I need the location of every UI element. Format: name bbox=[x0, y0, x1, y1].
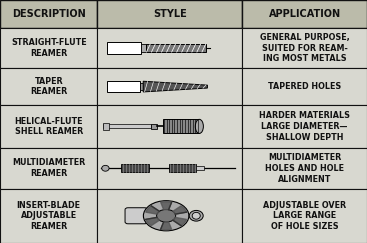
Bar bbox=[242, 69, 367, 105]
Text: STYLE: STYLE bbox=[153, 9, 187, 19]
Polygon shape bbox=[173, 217, 186, 226]
Bar bbox=[97, 189, 242, 243]
Polygon shape bbox=[161, 202, 172, 210]
Bar bbox=[97, 148, 242, 189]
Bar bbox=[0, 189, 97, 243]
Bar bbox=[0, 148, 97, 189]
Bar bbox=[196, 166, 204, 170]
Bar bbox=[0, 28, 97, 69]
Bar bbox=[103, 123, 109, 130]
Bar bbox=[169, 164, 196, 173]
Polygon shape bbox=[146, 206, 159, 214]
Text: TAPER
REAMER: TAPER REAMER bbox=[30, 77, 68, 96]
Bar bbox=[121, 164, 149, 173]
Bar bbox=[97, 28, 242, 69]
Text: HELICAL-FLUTE
SHELL REAMER: HELICAL-FLUTE SHELL REAMER bbox=[14, 116, 83, 136]
Bar bbox=[0, 69, 97, 105]
Bar bbox=[242, 0, 367, 28]
Bar bbox=[106, 42, 141, 54]
Text: MULTIDIAMETER
HOLES AND HOLE
ALIGNMENT: MULTIDIAMETER HOLES AND HOLE ALIGNMENT bbox=[265, 153, 344, 183]
Circle shape bbox=[143, 201, 189, 231]
Polygon shape bbox=[143, 81, 207, 92]
Text: DESCRIPTION: DESCRIPTION bbox=[12, 9, 86, 19]
Text: HARDER MATERIALS
LARGE DIAMETER—
SHALLOW DEPTH: HARDER MATERIALS LARGE DIAMETER— SHALLOW… bbox=[259, 111, 350, 142]
Bar bbox=[106, 81, 139, 92]
Ellipse shape bbox=[192, 212, 200, 219]
Polygon shape bbox=[173, 206, 186, 214]
Bar bbox=[242, 148, 367, 189]
Text: APPLICATION: APPLICATION bbox=[269, 9, 341, 19]
Polygon shape bbox=[146, 217, 159, 226]
Ellipse shape bbox=[102, 165, 109, 171]
Bar bbox=[150, 124, 157, 129]
Bar bbox=[0, 105, 97, 148]
Bar bbox=[97, 69, 242, 105]
Bar bbox=[141, 44, 146, 52]
Bar bbox=[103, 124, 150, 128]
Bar bbox=[97, 105, 242, 148]
Text: GENERAL PURPOSE,
SUITED FOR REAM-
ING MOST METALS: GENERAL PURPOSE, SUITED FOR REAM- ING MO… bbox=[260, 33, 349, 63]
Text: ADJUSTABLE OVER
LARGE RANGE
OF HOLE SIZES: ADJUSTABLE OVER LARGE RANGE OF HOLE SIZE… bbox=[263, 200, 346, 231]
Text: MULTIDIAMETER
REAMER: MULTIDIAMETER REAMER bbox=[12, 158, 86, 178]
Bar bbox=[242, 189, 367, 243]
Text: TAPERED HOLES: TAPERED HOLES bbox=[268, 82, 341, 91]
Bar bbox=[146, 44, 206, 52]
Text: STRAIGHT-FLUTE
REAMER: STRAIGHT-FLUTE REAMER bbox=[11, 38, 87, 58]
Bar bbox=[0, 0, 97, 28]
Ellipse shape bbox=[195, 119, 203, 133]
Bar bbox=[139, 83, 143, 90]
Bar bbox=[242, 105, 367, 148]
FancyBboxPatch shape bbox=[125, 208, 148, 224]
Bar bbox=[242, 28, 367, 69]
Bar bbox=[97, 0, 242, 28]
Polygon shape bbox=[161, 222, 172, 230]
Circle shape bbox=[157, 209, 176, 222]
Bar bbox=[163, 119, 199, 133]
Text: INSERT-BLADE
ADJUSTABLE
REAMER: INSERT-BLADE ADJUSTABLE REAMER bbox=[17, 200, 81, 231]
Ellipse shape bbox=[189, 210, 203, 221]
